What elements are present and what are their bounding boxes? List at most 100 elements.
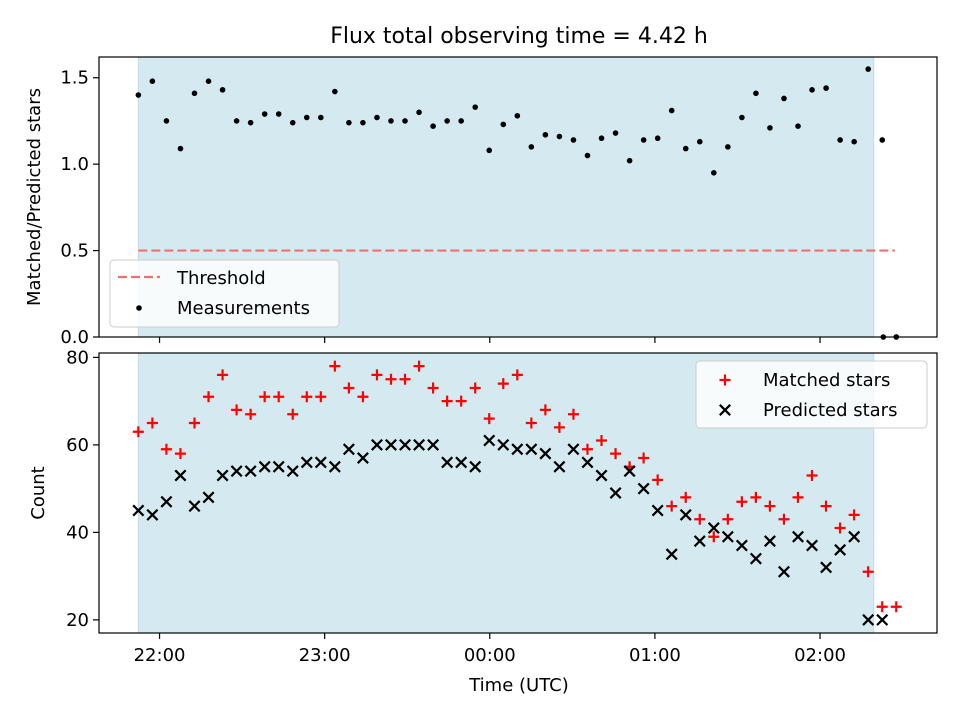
- matched-star-point: [820, 500, 832, 512]
- legend-predicted-swatch: [719, 404, 731, 416]
- matched-star-point: [301, 391, 313, 403]
- predicted-star-point: [300, 456, 313, 469]
- measurement-point: [809, 87, 815, 93]
- predicted-star-point: [778, 565, 790, 578]
- matched-star-point: [132, 426, 144, 438]
- legend-measurements-label: Measurements: [177, 298, 310, 319]
- measurement-point: [612, 130, 619, 136]
- measurement-point: [219, 87, 226, 93]
- measurement-point: [865, 66, 871, 72]
- matched-star-point: [273, 391, 285, 403]
- bottom-y-tick-label: 60: [66, 435, 89, 456]
- legend-matched-label: Matched stars: [763, 370, 890, 391]
- bottom-panel: 20 40 60 80 22:00 23:00 00:00 01:00 02:00 Matched…: [66, 347, 938, 666]
- matched-star-point: [708, 531, 720, 543]
- top-y-tick-label: 1.5: [60, 68, 89, 89]
- matched-star-point: [806, 470, 818, 481]
- measurement-point: [233, 118, 240, 124]
- measurement-point: [781, 95, 787, 102]
- predicted-star-point: [581, 456, 594, 469]
- matched-star-point: [792, 491, 804, 503]
- measurement-point: [668, 107, 675, 114]
- measurement-point: [514, 112, 521, 119]
- matched-star-point: [497, 378, 509, 390]
- predicted-star-point: [749, 552, 762, 565]
- measurement-point-edge: [880, 334, 887, 340]
- bottom-axes-frame: [98, 352, 938, 634]
- measurement-point: [275, 111, 282, 117]
- measurement-point: [795, 123, 801, 129]
- matched-star-point: [315, 391, 327, 403]
- matched-star-point: [764, 500, 776, 512]
- predicted-star-point: [328, 460, 341, 473]
- predicted-star-point: [469, 460, 482, 473]
- measurement-point: [332, 88, 338, 95]
- measurement-point: [205, 78, 212, 84]
- predicted-star-point: [132, 504, 145, 517]
- measurement-point: [247, 119, 254, 126]
- matched-star-point: [610, 448, 622, 460]
- matched-star-point: [174, 448, 186, 460]
- top-legend-box: [109, 259, 340, 328]
- top-axes-frame: [98, 56, 938, 338]
- predicted-star-point: [539, 447, 552, 460]
- legend-measurements-swatch: [136, 305, 142, 311]
- matched-star-point: [666, 500, 678, 512]
- predicted-star-point: [188, 500, 201, 513]
- matched-star-point: [834, 522, 846, 534]
- measurement-point: [388, 118, 394, 124]
- matched-star-point: [371, 369, 383, 381]
- measurement-point: [500, 121, 507, 128]
- measurement-point: [725, 144, 731, 150]
- matched-star-point: [539, 404, 551, 416]
- measurement-point: [430, 123, 436, 129]
- measurement-point: [289, 119, 296, 126]
- bottom-y-tick-label: 20: [66, 610, 89, 631]
- matched-star-point: [596, 435, 608, 446]
- predicted-star-point: [763, 535, 776, 548]
- predicted-star-point: [595, 469, 608, 482]
- x-tick-label: 00:00: [464, 645, 516, 666]
- matched-star-point: [455, 395, 467, 407]
- matched-star-point: [511, 369, 523, 381]
- predicted-star-point: [413, 438, 426, 451]
- legend-predicted-label: Predicted stars: [763, 400, 897, 421]
- chart-title: Flux total observing time = 4.42 h: [330, 24, 708, 49]
- predicted-star-point: [399, 438, 412, 451]
- predicted-star-point: [370, 438, 383, 451]
- predicted-star-point: [609, 487, 622, 499]
- predicted-star-point: [202, 491, 215, 504]
- series-predicted-stars: [132, 434, 889, 626]
- matched-star-point: [469, 382, 481, 394]
- predicted-star-point: [174, 469, 187, 482]
- predicted-star-point: [553, 460, 566, 473]
- measurement-point: [528, 144, 535, 150]
- measurement-point: [654, 135, 661, 142]
- matched-star-point: [525, 417, 537, 429]
- bottom-legend-box: [695, 360, 928, 429]
- predicted-star-point: [834, 543, 847, 556]
- matched-star-point: [862, 566, 874, 578]
- measurement-point: [416, 109, 422, 116]
- predicted-star-point: [511, 443, 524, 456]
- matched-star-point: [357, 391, 369, 403]
- predicted-star-point: [244, 465, 257, 478]
- matched-star-point: [876, 601, 888, 613]
- measurement-point: [318, 114, 324, 121]
- predicted-star-point: [160, 495, 173, 508]
- measurement-point: [851, 138, 857, 145]
- predicted-star-point: [385, 438, 397, 451]
- x-tick-label: 23:00: [299, 645, 351, 666]
- measurement-point: [542, 131, 549, 138]
- matched-star-point: [750, 491, 762, 503]
- bottom-y-axis-label: Count: [28, 466, 49, 519]
- matched-star-point: [160, 443, 172, 455]
- predicted-star-point: [792, 530, 804, 543]
- matched-star-point: [399, 373, 411, 385]
- top-panel: 0.0 0.5 1.0 1.5 Threshold Measurements: [60, 56, 938, 348]
- predicted-star-point: [483, 434, 496, 447]
- x-axis-label: Time (UTC): [468, 675, 569, 696]
- measurement-point: [570, 137, 577, 143]
- predicted-star-point: [806, 539, 819, 552]
- series-measurements: [135, 66, 900, 337]
